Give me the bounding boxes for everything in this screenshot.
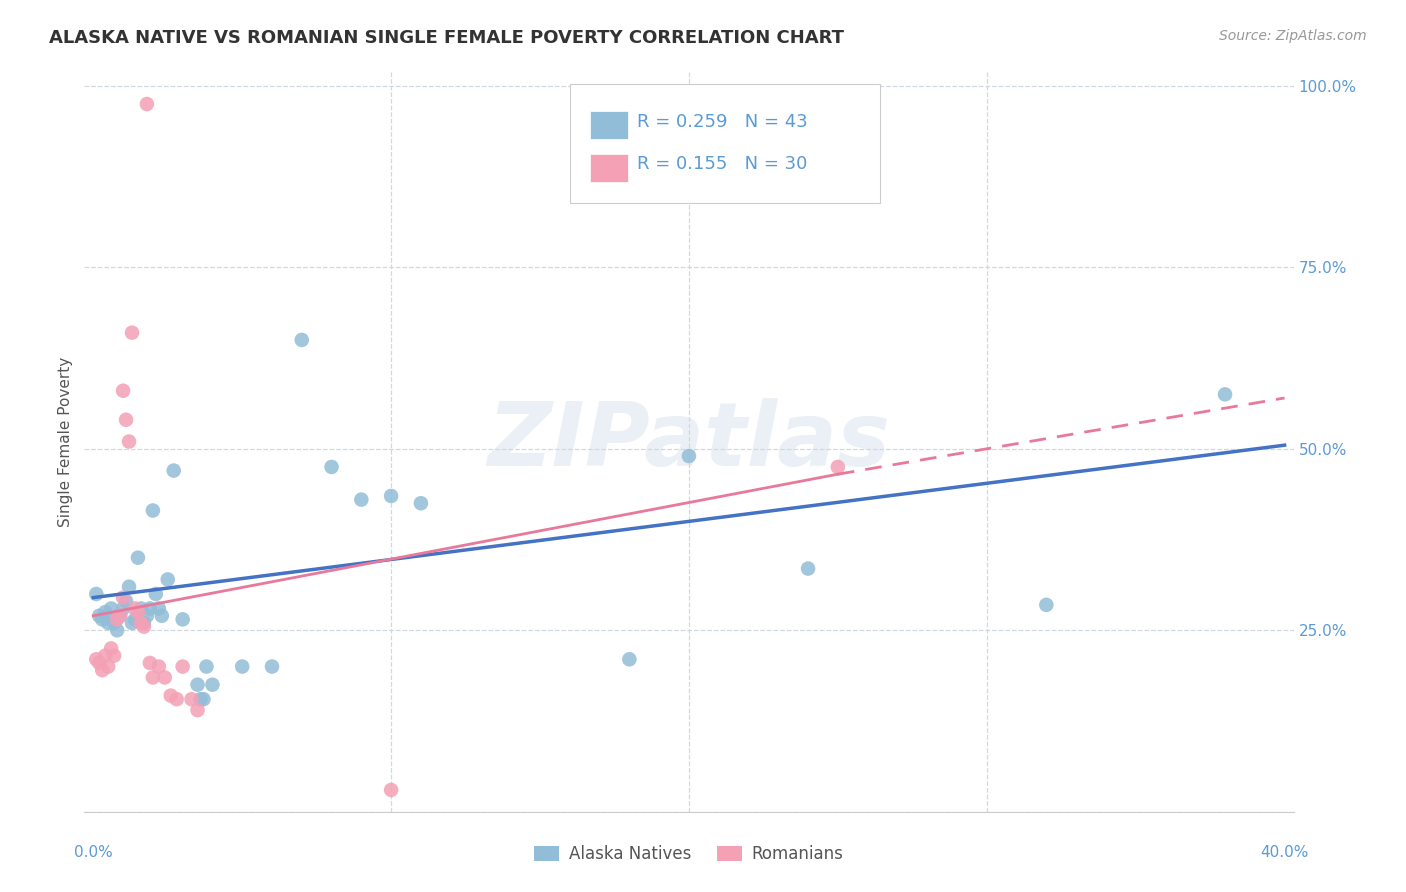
- Point: [84, 652, 107, 666]
- Point: [121, 326, 143, 340]
- Text: 40.0%: 40.0%: [1260, 845, 1309, 860]
- Point: [132, 619, 155, 633]
- Point: [103, 648, 125, 663]
- Y-axis label: Single Female Poverty: Single Female Poverty: [58, 357, 73, 526]
- FancyBboxPatch shape: [589, 153, 628, 182]
- Point: [132, 615, 155, 630]
- Point: [97, 659, 120, 673]
- Point: [163, 464, 186, 478]
- Point: [142, 503, 165, 517]
- Point: [231, 659, 253, 673]
- Point: [112, 601, 135, 615]
- Point: [291, 333, 314, 347]
- Point: [145, 587, 167, 601]
- Point: [108, 608, 131, 623]
- Text: 0.0%: 0.0%: [75, 845, 112, 860]
- Point: [797, 561, 820, 575]
- Point: [260, 659, 283, 673]
- Point: [105, 612, 128, 626]
- Text: R = 0.259   N = 43: R = 0.259 N = 43: [637, 112, 807, 131]
- Point: [380, 783, 402, 797]
- Point: [84, 587, 107, 601]
- Point: [127, 605, 149, 619]
- Point: [193, 692, 215, 706]
- Point: [124, 612, 146, 626]
- Point: [195, 659, 218, 673]
- Point: [172, 612, 194, 626]
- Point: [139, 656, 162, 670]
- Point: [827, 459, 849, 474]
- Point: [678, 449, 700, 463]
- Point: [112, 591, 135, 605]
- Point: [380, 489, 402, 503]
- Point: [135, 608, 157, 623]
- Point: [112, 384, 135, 398]
- Text: ZIPatlas: ZIPatlas: [488, 398, 890, 485]
- Point: [180, 692, 202, 706]
- FancyBboxPatch shape: [571, 84, 880, 203]
- Point: [121, 615, 143, 630]
- Legend: Alaska Natives, Romanians: Alaska Natives, Romanians: [527, 838, 851, 870]
- Point: [166, 692, 188, 706]
- Point: [89, 656, 111, 670]
- Point: [186, 703, 208, 717]
- Point: [91, 612, 114, 626]
- Point: [201, 678, 224, 692]
- Point: [100, 641, 122, 656]
- Point: [124, 601, 146, 615]
- Point: [1035, 598, 1057, 612]
- Point: [148, 601, 170, 615]
- Point: [1213, 387, 1236, 401]
- Point: [129, 601, 152, 615]
- FancyBboxPatch shape: [589, 112, 628, 139]
- Point: [94, 648, 117, 663]
- Text: ALASKA NATIVE VS ROMANIAN SINGLE FEMALE POVERTY CORRELATION CHART: ALASKA NATIVE VS ROMANIAN SINGLE FEMALE …: [49, 29, 844, 46]
- Point: [350, 492, 373, 507]
- Point: [118, 434, 141, 449]
- Point: [135, 97, 157, 112]
- Point: [409, 496, 432, 510]
- Point: [153, 670, 176, 684]
- Point: [89, 608, 111, 623]
- Point: [103, 615, 125, 630]
- Text: R = 0.155   N = 30: R = 0.155 N = 30: [637, 155, 807, 173]
- Point: [619, 652, 641, 666]
- Point: [190, 692, 212, 706]
- Point: [186, 678, 208, 692]
- Point: [97, 615, 120, 630]
- Point: [142, 670, 165, 684]
- Point: [100, 601, 122, 615]
- Point: [159, 689, 181, 703]
- Point: [321, 459, 343, 474]
- Point: [148, 659, 170, 673]
- Point: [108, 608, 131, 623]
- Point: [150, 608, 173, 623]
- Text: Source: ZipAtlas.com: Source: ZipAtlas.com: [1219, 29, 1367, 43]
- Point: [156, 573, 179, 587]
- Point: [118, 580, 141, 594]
- Point: [94, 605, 117, 619]
- Point: [115, 594, 138, 608]
- Point: [105, 624, 128, 638]
- Point: [129, 615, 152, 630]
- Point: [172, 659, 194, 673]
- Point: [91, 663, 114, 677]
- Point: [115, 413, 138, 427]
- Point: [139, 601, 162, 615]
- Point: [127, 550, 149, 565]
